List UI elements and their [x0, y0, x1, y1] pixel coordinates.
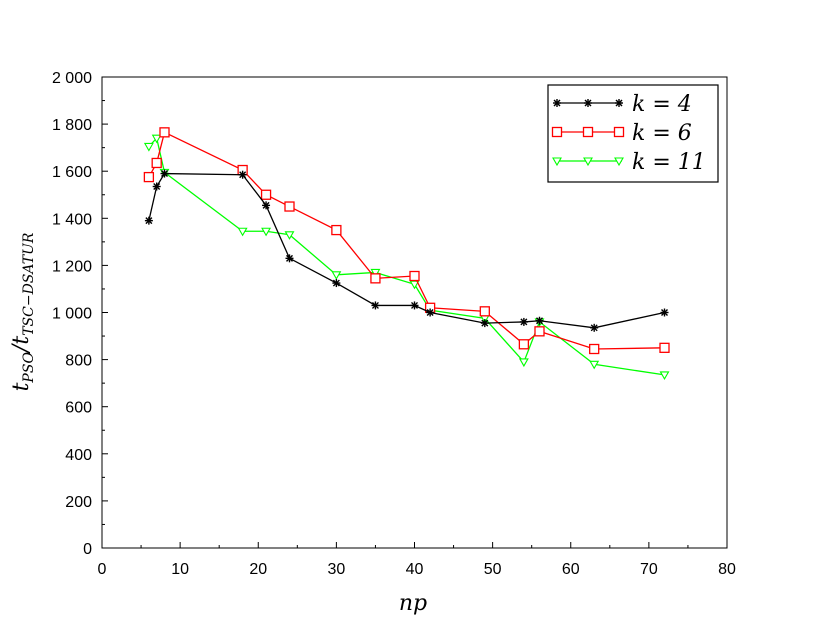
square-marker [479, 306, 490, 317]
asterisk-marker [410, 301, 419, 310]
series-k-4 [144, 169, 669, 332]
y-tick-label: 1 800 [52, 117, 92, 134]
legend-box [547, 84, 719, 183]
triangle-marker [589, 360, 600, 370]
legend-label: k = 6 [632, 121, 692, 146]
legend: k = 4 k = 6 k = 11 [547, 84, 719, 183]
triangle-marker [659, 371, 670, 381]
triangle-marker [331, 271, 342, 280]
x-tick-label: 0 [98, 561, 107, 578]
y-tick-label: 200 [65, 494, 92, 511]
square-marker [551, 126, 563, 138]
square-marker [159, 127, 170, 138]
y-tick-label: 1 400 [52, 211, 92, 228]
y-tick-label: 1 600 [52, 164, 92, 181]
y-axis-title: tPSO/tTSC−DSATUR [9, 232, 37, 391]
square-marker [143, 171, 155, 183]
square-marker [331, 224, 342, 236]
asterisk-marker [238, 170, 247, 179]
square-marker [659, 342, 670, 353]
x-tick-label: 40 [406, 561, 424, 578]
square-marker [582, 126, 594, 138]
triangle-marker [614, 157, 624, 167]
triangle-marker [143, 142, 154, 152]
triangle-marker [518, 358, 529, 368]
square-marker [151, 157, 162, 169]
series-k-6 [143, 127, 670, 355]
y-tick-label: 1 200 [52, 258, 92, 275]
legend-item: k = 4 [553, 92, 692, 117]
asterisk-marker [371, 301, 380, 310]
asterisk-marker [332, 279, 341, 288]
triangle-marker [261, 227, 272, 237]
y-tick-label: 600 [65, 400, 92, 417]
y-tick-label: 800 [65, 353, 92, 370]
y-tick-label: 400 [65, 447, 92, 464]
asterisk-marker [615, 99, 623, 107]
triangle-marker [552, 157, 562, 167]
y-tick-label: 2 000 [52, 70, 92, 87]
asterisk-marker [285, 254, 294, 263]
asterisk-marker [480, 319, 489, 328]
square-marker [613, 126, 625, 138]
y-tick-label: 0 [83, 541, 92, 558]
x-tick-label: 50 [484, 561, 502, 578]
triangle-marker [370, 268, 381, 278]
x-tick-label: 80 [718, 561, 736, 578]
triangle-marker [237, 227, 248, 237]
asterisk-marker [590, 323, 599, 332]
asterisk-marker [519, 317, 528, 326]
square-marker [370, 273, 381, 284]
asterisk-marker [152, 182, 161, 191]
legend-label: k = 11 [632, 150, 706, 175]
triangle-marker [151, 134, 162, 144]
legend-label: k = 4 [632, 92, 692, 117]
square-marker [589, 343, 600, 355]
x-tick-label: 20 [249, 561, 267, 578]
x-tick-label: 60 [562, 561, 580, 578]
triangle-marker [583, 157, 593, 167]
x-axis-title: np [399, 591, 427, 616]
square-marker [534, 326, 545, 337]
legend-item: k = 11 [552, 150, 706, 175]
x-tick-label: 70 [640, 561, 658, 578]
asterisk-marker [262, 201, 271, 210]
triangle-marker [409, 280, 420, 290]
square-marker [409, 270, 420, 282]
x-tick-label: 30 [327, 561, 345, 578]
asterisk-marker [426, 308, 435, 317]
square-marker [260, 189, 272, 200]
square-marker [284, 201, 295, 212]
asterisk-marker [553, 99, 561, 107]
legend-item: k = 6 [551, 121, 692, 146]
asterisk-marker [535, 316, 544, 325]
asterisk-marker [160, 169, 169, 178]
asterisk-marker [660, 308, 669, 317]
x-tick-label: 10 [171, 561, 189, 578]
asterisk-marker [144, 216, 153, 225]
triangle-marker [284, 231, 295, 240]
square-marker [518, 339, 530, 350]
plot-frame [101, 76, 728, 549]
y-tick-label: 1 000 [52, 306, 92, 323]
asterisk-marker [584, 99, 592, 107]
